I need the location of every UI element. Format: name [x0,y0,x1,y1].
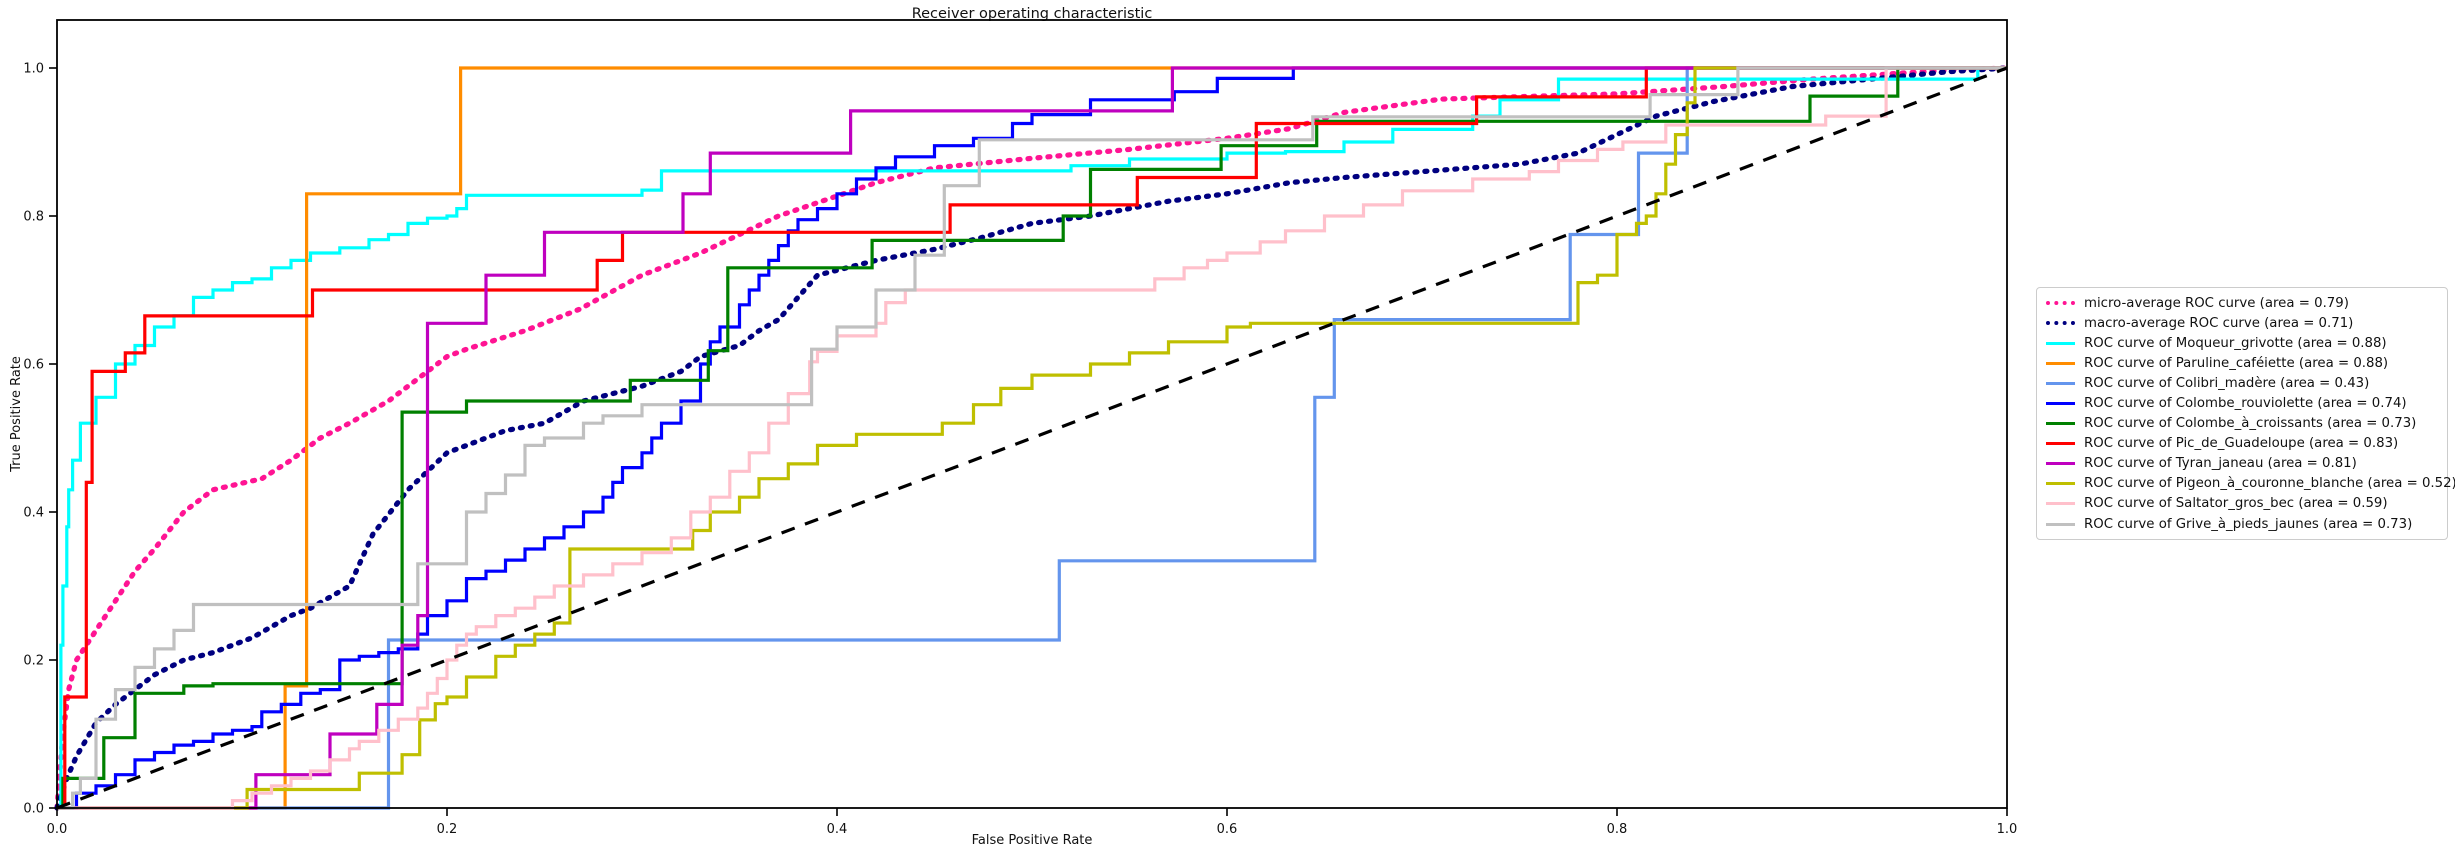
x-tick-label: 0.6 [1217,822,1238,837]
plot-frame [56,19,2008,809]
legend-line-swatch [2046,341,2075,345]
legend-line-swatch [2046,381,2075,385]
y-tick-label: 0.8 [23,210,44,225]
y-axis-label: True Positive Rate [9,356,24,472]
legend-label: ROC curve of Moqueur_grivotte (area = 0.… [2084,335,2387,351]
legend-line-swatch [2046,442,2075,446]
legend-item-Moqueur_grivotte: ROC curve of Moqueur_grivotte (area = 0.… [2046,333,2439,353]
roc-curve-Paruline_caféiette [57,66,2007,810]
legend-item-Pic_de_Guadeloupe: ROC curve of Pic_de_Guadeloupe (area = 0… [2046,434,2439,454]
roc-curve-Pic_de_Guadeloupe [57,66,2007,810]
legend-item-Colombe_à_croissants: ROC curve of Colombe_à_croissants (area … [2046,414,2439,434]
legend-label: ROC curve of Colibri_madère (area = 0.43… [2084,375,2370,391]
legend-label: micro-average ROC curve (area = 0.79) [2084,295,2349,311]
x-tick-label: 0.2 [437,822,458,837]
roc-curve-macro-average [54,65,2010,811]
legend-item-Grive_à_pieds_jaunes: ROC curve of Grive_à_pieds_jaunes (area … [2046,514,2439,534]
legend-label: ROC curve of Pigeon_à_couronne_blanche (… [2084,476,2455,492]
legend-line-swatch [2046,522,2075,526]
x-tick-label: 1.0 [1997,822,2018,837]
y-tick-label: 1.0 [23,62,44,77]
legend-line-swatch [2046,361,2075,365]
legend-label: ROC curve of Grive_à_pieds_jaunes (area … [2084,516,2413,532]
legend-label: ROC curve of Pic_de_Guadeloupe (area = 0… [2084,436,2399,452]
x-tick-label: 0.0 [47,822,68,837]
legend-item-micro-average: micro-average ROC curve (area = 0.79) [2046,293,2439,313]
x-tick-label: 0.8 [1607,822,1628,837]
legend-item-Paruline_caféiette: ROC curve of Paruline_caféiette (area = … [2046,353,2439,373]
x-tick-label: 0.4 [827,822,848,837]
roc-curve-Saltator_gros_bec [57,66,2007,810]
legend-label: macro-average ROC curve (area = 0.71) [2084,315,2354,331]
roc-curve-Tyran_janeau [57,66,2007,810]
legend-box: micro-average ROC curve (area = 0.79) mac… [2036,287,2455,541]
legend-line-swatch [2046,482,2075,486]
legend-line-swatch [2046,321,2075,326]
legend-item-macro-average: macro-average ROC curve (area = 0.71) [2046,313,2439,333]
legend-line-swatch [2046,402,2075,406]
legend-label: ROC curve of Tyran_janeau (area = 0.81) [2084,456,2357,472]
roc-curve-Grive_à_pieds_jaunes [57,66,2007,810]
legend-line-swatch [2046,301,2075,306]
legend-item-Tyran_janeau: ROC curve of Tyran_janeau (area = 0.81) [2046,454,2439,474]
roc-curve-Pigeon_à_couronne_blanche [57,66,2007,810]
roc-curve-Colombe_rouviolette [57,66,2007,810]
legend-line-swatch [2046,502,2075,506]
y-tick-label: 0.2 [23,654,44,669]
legend-item-Saltator_gros_bec: ROC curve of Saltator_gros_bec (area = 0… [2046,494,2439,514]
legend-label: ROC curve of Paruline_caféiette (area = … [2084,355,2389,371]
legend-line-swatch [2046,462,2075,466]
y-tick-label: 0.0 [23,802,44,817]
roc-curve-Colibri_madère [57,66,2007,810]
legend-item-Colibri_madère: ROC curve of Colibri_madère (area = 0.43… [2046,373,2439,393]
roc-curve-Colombe_à_croissants [57,66,2007,810]
legend-item-Colombe_rouviolette: ROC curve of Colombe_rouviolette (area =… [2046,393,2439,413]
legend-label: ROC curve of Colombe_à_croissants (area … [2084,416,2417,432]
legend-label: ROC curve of Saltator_gros_bec (area = 0… [2084,496,2388,512]
chance-diagonal-line [56,66,2008,810]
x-axis-label: False Positive Rate [971,833,1093,848]
legend-item-Pigeon_à_couronne_blanche: ROC curve of Pigeon_à_couronne_blanche (… [2046,474,2455,494]
legend-line-swatch [2046,422,2075,426]
chart-title: Receiver operating characteristic [911,6,1153,22]
y-tick-label: 0.4 [23,506,44,521]
y-tick-label: 0.6 [23,358,44,373]
legend-label: ROC curve of Colombe_rouviolette (area =… [2084,396,2407,412]
